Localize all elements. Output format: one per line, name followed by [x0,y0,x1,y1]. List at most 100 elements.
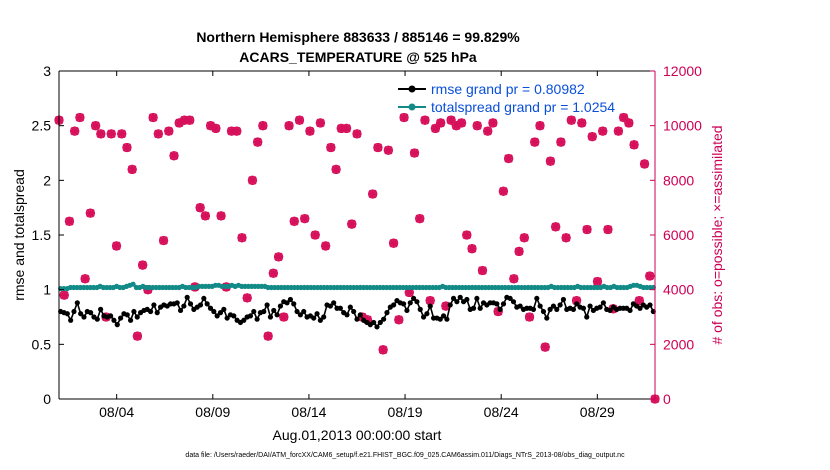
obs-assimilated-marker [336,123,346,133]
y-left-tick-label: 1 [43,282,51,298]
rmse-point [204,301,210,307]
rmse-point [108,313,114,319]
obs-assimilated-marker [331,164,341,174]
rmse-point [254,316,260,322]
rmse-point [574,301,580,307]
obs-assimilated-marker [80,274,90,284]
rmse-point [587,303,593,309]
y-left-tick-label: 0 [43,391,51,407]
rmse-point [464,296,470,303]
obs-assimilated-marker [410,148,420,158]
y-right-tick-label: 0 [663,391,671,407]
rmse-point [401,301,407,307]
rmse-point [274,312,280,318]
rmse-point [147,308,154,315]
obs-assimilated-marker [195,203,205,213]
rmse-point [71,308,77,315]
x-axis-label: Aug.01,2013 00:00:00 start [273,427,442,443]
obs-assimilated-marker [321,241,331,251]
rmse-point [177,307,184,314]
rmse-point [470,305,477,311]
obs-assimilated-marker [545,156,555,166]
obs-assimilated-marker [216,211,226,221]
rmse-point [407,300,413,306]
rmse-point [557,302,563,308]
obs-assimilated-marker [404,287,414,297]
rmse-point [537,303,543,309]
y-axis-left-label: rmse and totalspread [11,169,27,301]
totalspread-series [58,281,656,292]
rmse-point [207,305,214,311]
obs-assimilated-marker [169,151,179,161]
obs-assimilated-marker [268,268,278,278]
x-tick-label: 08/19 [388,404,423,420]
rmse-point [357,312,363,318]
obs-assimilated-marker [383,145,393,155]
rmse-point [184,294,190,300]
legend: rmse grand pr = 0.80982 totalspread gran… [398,81,615,115]
rmse-point [424,311,430,317]
rmse-point [251,308,257,315]
rmse-point [584,314,590,320]
rmse-point [94,316,100,322]
obs-assimilated-marker [603,225,613,235]
rmse-point [647,302,653,308]
obs-assimilated-marker [472,121,482,131]
obs-assimilated-marker [70,126,80,136]
rmse-point [284,300,290,306]
rmse-point [301,308,307,315]
y-right-tick-label: 2000 [663,336,694,352]
rmse-point [81,314,87,320]
rmse-point [454,299,460,305]
obs-assimilated-marker [399,112,409,122]
rmse-point [247,313,254,319]
rmse-point [127,317,134,323]
obs-assimilated-marker [64,216,74,226]
legend-spread-marker [408,103,416,111]
rmse-point [420,314,427,320]
rmse-point [264,302,270,308]
rmse-point [597,304,603,310]
rmse-point [271,307,277,314]
rmse-point [344,312,350,318]
obs-assimilated-marker [91,121,101,131]
rmse-point [374,324,380,330]
obs-assimilated-marker [483,126,493,136]
rmse-point [497,306,503,312]
rmse-series [58,294,656,330]
legend-rmse-marker [408,85,416,93]
y-right-tick-label: 10000 [663,118,702,134]
rmse-point [197,302,204,308]
obs-assimilated-marker [488,118,498,128]
obs-assimilated-marker [634,296,644,306]
rmse-point [354,316,360,322]
obs-assimilated-marker [598,126,608,136]
rmse-point [187,301,194,307]
obs-assimilated-marker [164,126,174,136]
rmse-point [440,313,447,319]
x-tick-label: 08/04 [99,404,134,420]
rmse-point [371,319,377,326]
obs-assimilated-marker [342,123,352,133]
rmse-point [68,317,74,323]
obs-assimilated-marker [525,312,535,322]
obs-assimilated-marker [143,285,153,295]
obs-assimilated-marker [59,290,69,300]
obs-assimilated-marker [457,118,467,128]
rmse-point [437,316,443,322]
obs-assimilated-marker [592,276,602,286]
rmse-point [500,301,507,307]
obs-assimilated-marker [211,123,221,133]
rmse-point [384,310,390,316]
obs-assimilated-marker [535,121,545,131]
rmse-point [297,312,303,318]
rmse-point [507,295,513,302]
rmse-point [457,294,463,300]
rmse-point [217,310,224,316]
rmse-point [414,299,420,305]
obs-assimilated-marker [394,315,404,325]
obs-assimilated-marker [441,301,451,311]
obs-assimilated-marker [315,118,325,128]
obs-assimilated-marker [645,271,655,281]
obs-assimilated-marker [326,143,336,153]
